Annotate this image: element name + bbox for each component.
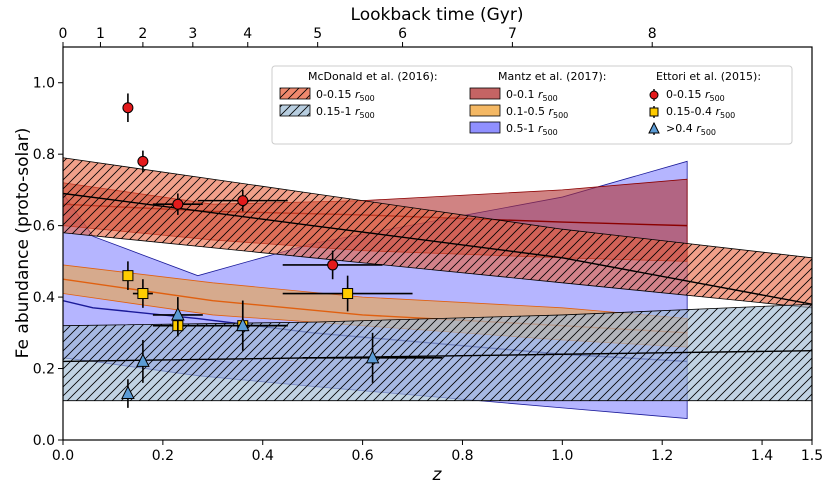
square-marker	[122, 270, 134, 282]
circle-marker	[327, 259, 339, 271]
x-tick-label: 1.0	[551, 448, 573, 464]
x-tick-label: 0.6	[351, 448, 373, 464]
triangle-marker	[235, 317, 250, 332]
x-tick-label: 0.0	[52, 448, 74, 464]
data-point-triangle-3	[197, 300, 288, 351]
y-tick-label: 0.8	[33, 147, 55, 163]
square-marker	[342, 288, 354, 300]
legend-header: Ettori et al. (2015):	[656, 70, 761, 83]
legend-box	[271, 65, 793, 145]
y-tick-label: 0.4	[33, 290, 55, 306]
y-tick-label: 1.0	[33, 76, 55, 92]
data-point-circle-4	[282, 250, 383, 280]
data-point-circle-1	[137, 150, 149, 173]
x-tick-label: 0.2	[152, 448, 174, 464]
circle-marker	[137, 155, 149, 167]
top-tick-label: 0	[59, 26, 68, 42]
y-tick-label: 0.2	[33, 362, 55, 378]
band-layer	[63, 157, 812, 419]
top-tick-label: 8	[648, 26, 657, 42]
triangle-marker	[171, 306, 185, 321]
legend-label: 0.15-0.4 r500	[666, 105, 735, 120]
circle-marker	[237, 195, 249, 207]
legend-marker-circle	[649, 90, 659, 100]
triangle-marker	[121, 385, 135, 400]
data-point-triangle-1	[136, 339, 150, 383]
band-hatch-3	[63, 157, 812, 308]
top-tick-label: 4	[243, 26, 252, 42]
plot-frame	[62, 46, 813, 441]
data-point-triangle-2	[152, 297, 203, 333]
data-point-square-0	[122, 261, 134, 290]
triangle-marker	[136, 353, 150, 367]
circle-marker	[172, 198, 184, 210]
legend-marker-square	[649, 107, 659, 117]
band-line-3	[63, 192, 812, 305]
top-tick-label: 3	[188, 26, 197, 42]
legend-header: McDonald et al. (2016):	[308, 70, 438, 83]
top-tick-label: 6	[398, 26, 407, 42]
x-axis-title: z	[432, 465, 443, 485]
x-tick-label: 0.8	[451, 448, 473, 464]
data-point-square-1	[132, 279, 153, 308]
legend-swatch-hatch	[280, 88, 310, 99]
top-tick-label: 7	[508, 26, 517, 42]
y-axis-title: Fe abundance (proto-solar)	[13, 128, 33, 359]
band-hatch-4	[63, 304, 812, 401]
data-point-triangle-4	[302, 332, 443, 383]
legend-swatch	[469, 87, 501, 100]
data-point-triangle-0	[121, 379, 135, 408]
data-point-circle-0	[122, 93, 134, 123]
data-point-square-4	[282, 275, 413, 312]
top-axis-title: Lookback time (Gyr)	[351, 5, 524, 25]
x-tick-label: 1.5	[801, 448, 823, 464]
square-marker	[137, 288, 149, 300]
legend-marker-triangle	[648, 121, 660, 134]
top-tick-label: 2	[138, 26, 147, 42]
y-tick-label: 0.0	[33, 433, 55, 449]
top-tick-label: 5	[313, 26, 322, 42]
y-tick-label: 0.6	[33, 219, 55, 235]
legend-label: 0.1-0.5 r500	[506, 105, 568, 120]
legend: McDonald et al. (2016):0-0.15 r5000.15-1…	[271, 65, 793, 145]
legend-header: Mantz et al. (2017):	[498, 70, 606, 83]
legend-swatch	[469, 104, 501, 117]
data-point-circle-3	[197, 189, 288, 212]
x-tick-label: 1.4	[751, 448, 773, 464]
triangle-marker	[365, 349, 380, 364]
axes-layer: 0.0 0.2 0.4 0.6 0.8 1.0 1.2 1.4 1.5 0.0 0.2 0.4 0.6 0…	[33, 26, 823, 464]
band-line-4	[63, 349, 812, 363]
data-point-circle-2	[152, 193, 203, 215]
points-layer	[121, 93, 443, 408]
legend-swatch	[469, 121, 501, 134]
circle-marker	[122, 102, 134, 114]
x-tick-label: 0.4	[252, 448, 274, 464]
top-tick-label: 1	[96, 26, 105, 42]
legend-swatch-hatch	[280, 105, 310, 116]
x-tick-label: 1.2	[651, 448, 673, 464]
